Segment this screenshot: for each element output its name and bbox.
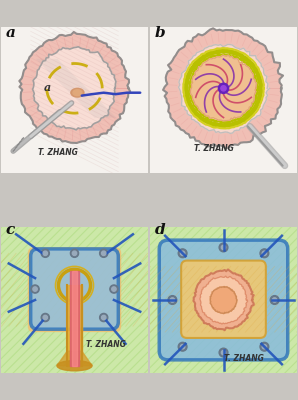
Circle shape (41, 314, 49, 322)
Circle shape (72, 251, 77, 256)
Circle shape (219, 348, 228, 357)
Circle shape (221, 350, 226, 355)
Circle shape (102, 251, 106, 256)
Circle shape (110, 285, 118, 293)
Text: a: a (44, 82, 51, 93)
Circle shape (219, 243, 228, 252)
FancyBboxPatch shape (31, 249, 118, 329)
Circle shape (260, 342, 269, 351)
Circle shape (218, 83, 229, 94)
Circle shape (43, 251, 47, 256)
Circle shape (180, 344, 185, 349)
Polygon shape (72, 271, 77, 366)
Polygon shape (200, 276, 248, 324)
FancyBboxPatch shape (159, 240, 288, 360)
Polygon shape (32, 47, 116, 130)
Circle shape (272, 298, 277, 302)
Text: c: c (6, 223, 15, 237)
FancyBboxPatch shape (28, 248, 121, 332)
Polygon shape (193, 270, 254, 330)
Polygon shape (210, 286, 237, 314)
Circle shape (70, 249, 79, 257)
Polygon shape (163, 28, 283, 148)
Circle shape (221, 86, 226, 91)
Text: T. ZHANG: T. ZHANG (86, 340, 126, 349)
Circle shape (72, 315, 77, 320)
Circle shape (70, 314, 79, 322)
Text: T. ZHANG: T. ZHANG (38, 148, 78, 158)
Circle shape (102, 315, 106, 320)
Circle shape (221, 245, 226, 250)
Circle shape (43, 315, 47, 320)
Circle shape (41, 249, 49, 257)
Circle shape (180, 251, 185, 256)
Circle shape (178, 249, 187, 258)
Circle shape (31, 285, 39, 293)
Polygon shape (19, 32, 130, 143)
Circle shape (178, 342, 187, 351)
Polygon shape (190, 55, 256, 121)
Polygon shape (179, 44, 270, 133)
Circle shape (270, 296, 279, 304)
Ellipse shape (57, 360, 92, 371)
Text: a: a (6, 26, 16, 40)
FancyBboxPatch shape (181, 260, 266, 338)
Polygon shape (70, 271, 79, 366)
Ellipse shape (71, 88, 84, 97)
Text: T. ZHANG: T. ZHANG (194, 144, 234, 153)
Text: T. ZHANG: T. ZHANG (224, 354, 263, 363)
Circle shape (112, 287, 116, 291)
Ellipse shape (73, 90, 82, 96)
Circle shape (262, 251, 267, 256)
Circle shape (260, 249, 269, 258)
Circle shape (100, 314, 108, 322)
Circle shape (100, 249, 108, 257)
Circle shape (33, 287, 37, 291)
Polygon shape (67, 285, 82, 366)
Circle shape (170, 298, 175, 302)
Text: d: d (155, 223, 165, 237)
Circle shape (168, 296, 177, 304)
Polygon shape (57, 351, 92, 366)
Text: b: b (155, 26, 165, 40)
Circle shape (262, 344, 267, 349)
